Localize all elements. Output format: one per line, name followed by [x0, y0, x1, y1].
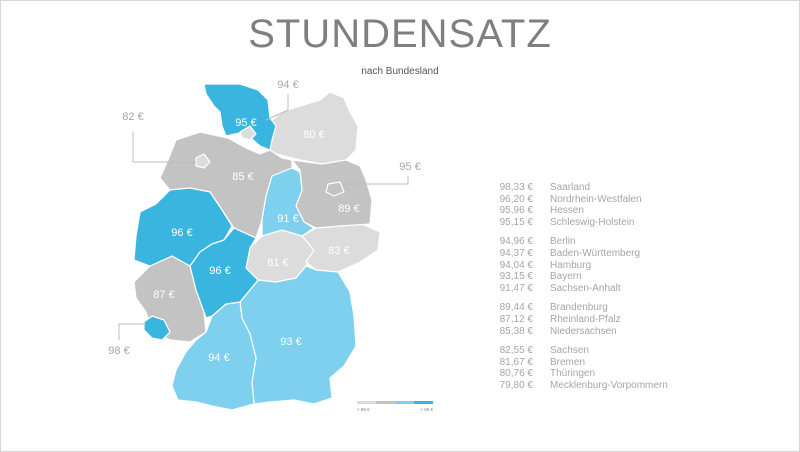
ranking-value: 98,33 € — [499, 182, 533, 193]
ranking-row: 81,67 € Bremen — [493, 357, 668, 369]
legend-swatch-light — [357, 401, 376, 404]
state-bremen — [195, 153, 211, 169]
ranking-state: Niedersachsen — [550, 325, 617, 337]
legend-swatch-dark — [414, 401, 433, 404]
ranking-row: 95,96 € Hessen — [493, 205, 668, 217]
color-legend: < 88 € > 95 € — [357, 401, 433, 412]
ranking-value: 81,67 € — [499, 356, 533, 368]
ranking-row: 87,12 € Rheinland-Pfalz — [493, 314, 668, 326]
state-saarland — [143, 315, 171, 341]
ranking-group: 82,55 € Sachsen 81,67 € Bremen 80,76 € Thür… — [493, 345, 668, 391]
state-schleswig-holstein — [203, 83, 277, 151]
label-brandenburg: 89 € — [338, 203, 359, 215]
ranking-row: 95,15 € Schleswig-Holstein — [493, 217, 668, 229]
ranking-state: Nordrhein-Westfalen — [550, 193, 642, 205]
ranking-value: 95,15 € — [499, 216, 533, 228]
label-sachsen-anhalt: 91 € — [277, 213, 298, 225]
ranking-state: Bayern — [550, 271, 582, 283]
ranking-group: 98,33 € Saarland 96,20 € Nordrhein-Westfal… — [493, 182, 668, 228]
ranking-row: 94,96 € Berlin — [493, 236, 668, 248]
ranking-value: 79,80 € — [499, 379, 533, 391]
ranking-row: 94,04 € Hamburg — [493, 260, 668, 272]
ranking-state: Baden-Württemberg — [550, 247, 641, 259]
ranking-row: 85,38 € Niedersachsen — [493, 326, 668, 338]
label-rheinland-pfalz: 87 € — [153, 289, 174, 301]
ranking-state: Berlin — [550, 236, 576, 248]
ranking-state: Sachsen — [550, 345, 589, 357]
callout-berlin: 95 € — [399, 161, 420, 173]
ranking-value: 91,47 € — [499, 282, 533, 294]
ranking-value: 95,96 € — [499, 205, 533, 217]
label-sachsen: 83 € — [328, 245, 349, 257]
ranking-state: Brandenburg — [550, 302, 608, 314]
ranking-group: 89,44 € Brandenburg 87,12 € Rheinland-Pfal… — [493, 302, 668, 337]
label-thueringen: 81 € — [267, 257, 288, 269]
callout-line-berlin — [344, 176, 409, 185]
ranking-row: 89,44 € Brandenburg — [493, 302, 668, 314]
ranking-group: 94,96 € Berlin 94,37 € Baden-Württemberg 9… — [493, 236, 668, 294]
ranking-row: 94,37 € Baden-Württemberg — [493, 248, 668, 260]
label-bayern: 93 € — [280, 336, 301, 348]
state-hamburg — [239, 125, 257, 141]
ranking-value: 94,04 € — [499, 259, 533, 271]
ranking-row: 82,55 € Sachsen — [493, 345, 668, 357]
label-mecklenburg-vorpommern: 80 € — [303, 129, 324, 141]
label-baden-wuerttemberg: 94 € — [208, 352, 229, 364]
ranking-row: 98,33 € Saarland — [493, 182, 668, 194]
ranking-value: 94,96 € — [499, 236, 533, 248]
state-berlin — [325, 181, 345, 197]
ranking-value: 82,55 € — [499, 345, 533, 357]
legend-high-label: > 95 € — [420, 407, 433, 412]
label-niedersachsen: 85 € — [232, 171, 253, 183]
legend-swatch-mid — [395, 401, 414, 404]
ranking-value: 85,38 € — [499, 325, 533, 337]
ranking-value: 94,37 € — [499, 247, 533, 259]
ranking-value: 93,15 € — [499, 271, 533, 283]
state-hessen — [189, 227, 259, 319]
callout-bremen: 82 € — [122, 111, 143, 123]
ranking-value: 80,76 € — [499, 368, 533, 380]
ranking-row: 91,47 € Sachsen-Anhalt — [493, 283, 668, 295]
ranking-value: 87,12 € — [499, 313, 533, 325]
page-subtitle: nach Bundesland — [361, 66, 439, 77]
ranking-state: Schleswig-Holstein — [550, 216, 635, 228]
ranking-state: Thüringen — [550, 368, 596, 380]
ranking-value: 96,20 € — [499, 193, 533, 205]
state-bayern — [239, 265, 357, 405]
ranking-row: 80,76 € Thüringen — [493, 368, 668, 380]
ranking-value: 89,44 € — [499, 302, 533, 314]
page-title: STUNDENSATZ — [248, 12, 552, 56]
ranking-state: Hamburg — [550, 259, 592, 271]
ranking-state: Mecklenburg-Vorpommern — [550, 379, 668, 391]
ranking-row: 79,80 € Mecklenburg-Vorpommern — [493, 380, 668, 392]
callout-line-bremen — [132, 132, 196, 163]
label-schleswig-holstein: 95 € — [235, 117, 256, 129]
legend-swatch-gray — [376, 401, 395, 404]
ranking-row: 93,15 € Bayern — [493, 271, 668, 283]
ranking-state: Bremen — [550, 356, 586, 368]
callout-hamburg: 94 € — [277, 79, 298, 91]
legend-low-label: < 88 € — [357, 407, 370, 412]
state-sachsen-anhalt — [261, 167, 315, 237]
callout-line-saarland — [118, 323, 146, 340]
callout-saarland: 98 € — [108, 345, 129, 357]
state-mecklenburg-vorpommern — [267, 91, 359, 165]
ranking-state: Sachsen-Anhalt — [550, 282, 621, 294]
ranking-list: 98,33 € Saarland 96,20 € Nordrhein-Westfal… — [493, 182, 668, 400]
ranking-state: Saarland — [550, 182, 591, 193]
ranking-row: 96,20 € Nordrhein-Westfalen — [493, 194, 668, 206]
callout-line-hamburg — [265, 94, 289, 121]
ranking-state: Hessen — [550, 205, 584, 217]
label-nordrhein-westfalen: 96 € — [171, 227, 192, 239]
ranking-state: Rheinland-Pfalz — [550, 313, 621, 325]
label-hessen: 96 € — [209, 265, 230, 277]
